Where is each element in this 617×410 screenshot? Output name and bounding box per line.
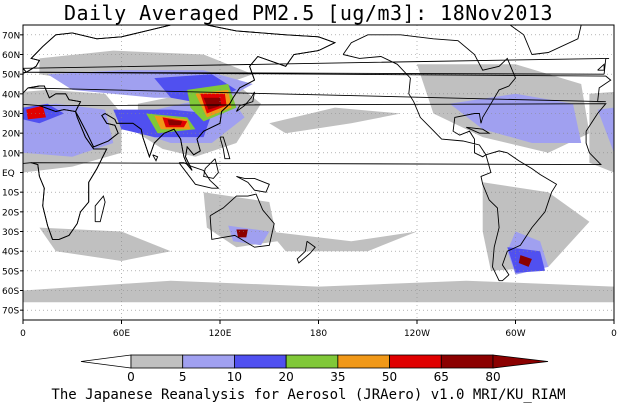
colorbar-swatch	[130, 354, 184, 369]
coastline	[236, 91, 255, 112]
pm25-region-level-65	[26, 105, 46, 120]
lat-label: 30N	[2, 110, 20, 120]
pm25-region-level-5	[39, 227, 171, 261]
coastline	[296, 240, 316, 264]
lat-label: 20S	[2, 208, 19, 218]
pm25-concentration-field	[23, 50, 614, 303]
coastline	[597, 63, 605, 71]
coastline	[219, 136, 231, 160]
coastline	[342, 34, 517, 158]
pm25-region-level-5	[269, 107, 401, 134]
lat-label: EQ	[2, 169, 15, 179]
colorbar-tick-label: 80	[485, 370, 500, 384]
coastlines	[7, 25, 612, 282]
coastline	[209, 193, 275, 248]
lat-label: 40N	[2, 90, 20, 100]
colorbar-swatch	[285, 354, 339, 369]
lon-label: 180	[310, 329, 327, 339]
colorbar-tick-label: 20	[279, 370, 294, 384]
coastline	[466, 126, 491, 134]
colorbar-tick-label: 5	[179, 370, 187, 384]
lat-label: 20N	[2, 130, 20, 140]
coastline	[23, 103, 108, 240]
pm25-region-level-10	[449, 93, 582, 143]
colorbar-swatch	[182, 354, 235, 369]
lon-label: 120W	[404, 329, 430, 339]
coastline	[509, 25, 582, 55]
lat-label: 10S	[2, 189, 19, 199]
lon-label: 120E	[209, 329, 232, 339]
colorbar-swatch	[389, 354, 442, 369]
lon-label: 0	[20, 329, 26, 339]
pm25-region-level-80	[167, 119, 183, 126]
colorbar-tick-label: 10	[227, 370, 242, 384]
lon-label: 60E	[113, 329, 130, 339]
lat-label: 70N	[2, 31, 20, 41]
pm25-region-level-5	[269, 231, 417, 252]
pm25-region-level-80	[518, 255, 532, 267]
pm25-region-level-80	[236, 229, 248, 238]
coastline	[23, 25, 337, 171]
longitude-labels: 0 60E 120E 180 120W 60W 0	[20, 320, 617, 339]
colorbar-swatch	[337, 354, 390, 369]
credits-footer: The Japanese Reanalysis for Aerosol (JRA…	[51, 387, 566, 403]
map-gridlines	[23, 25, 614, 320]
lon-label: 60W	[505, 329, 525, 339]
pm25-region-level-5	[23, 280, 614, 303]
coastline	[7, 64, 14, 70]
colorbar-tick-label: 0	[127, 370, 135, 384]
colorbar-tick-label: 50	[382, 370, 397, 384]
lat-label: 60N	[2, 51, 20, 61]
coastline	[203, 158, 219, 179]
lat-label: 50N	[2, 71, 20, 81]
pm25-region-level-10	[597, 107, 614, 153]
colorbar-tick-label: 65	[434, 370, 449, 384]
map-title: Daily Averaged PM2.5 [ug/m3]: 18Nov2013	[63, 1, 554, 25]
latitude-labels: 70N 60N 50N 40N 30N 20N 10N EQ 10S 20S 30S 40S 50S 60…	[2, 31, 23, 317]
colorbar-tick-label: 35	[330, 370, 345, 384]
colorbar-swatch	[234, 354, 287, 369]
coastline	[236, 175, 270, 193]
coastline	[94, 195, 106, 223]
colorbar-swatch	[440, 354, 494, 369]
coastline	[152, 154, 159, 162]
lon-label: 0	[611, 329, 617, 339]
coastline	[23, 57, 610, 75]
lat-label: 40S	[2, 248, 19, 258]
coastline	[480, 150, 558, 282]
coastline	[178, 162, 220, 189]
colorbar-arrow-high	[492, 354, 549, 369]
lat-label: 10N	[2, 149, 20, 159]
colorbar-arrow-low	[80, 354, 132, 369]
lat-label: 70S	[2, 307, 19, 317]
lat-label: 50S	[2, 267, 19, 277]
lat-label: 30S	[2, 228, 19, 238]
colorbar: 0 5 10 20 35 50 65 80	[80, 354, 549, 384]
coastline	[23, 67, 28, 74]
lat-label: 60S	[2, 287, 19, 297]
pm25-region-level-80	[203, 97, 222, 110]
